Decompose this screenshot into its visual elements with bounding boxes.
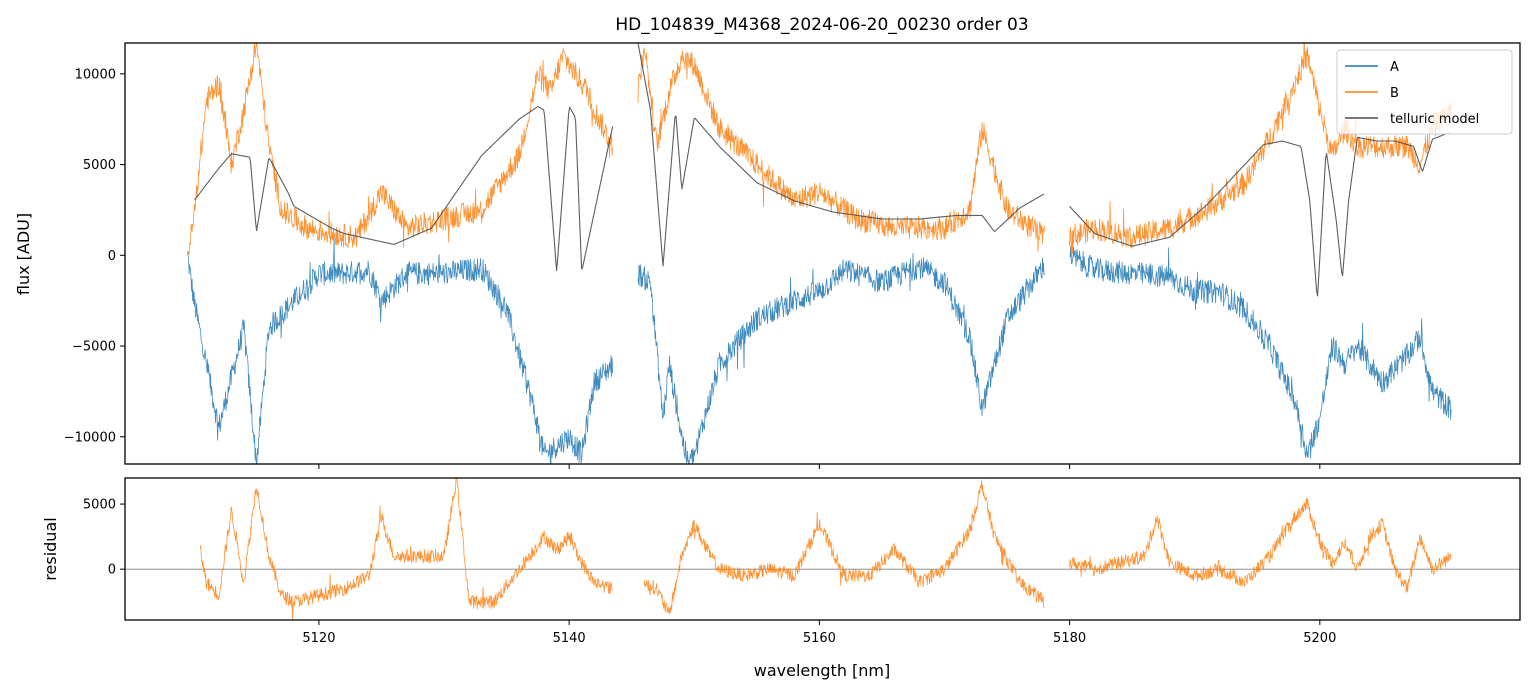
bottom-series-b-line xyxy=(199,478,1452,620)
top-plot-lines xyxy=(187,43,1452,464)
legend-label-a: A xyxy=(1390,60,1399,75)
legend-label-b: B xyxy=(1390,86,1399,101)
top-series-b-line xyxy=(187,43,1452,262)
bottom-x-tick-label: 5160 xyxy=(803,631,836,646)
legend: A B telluric model xyxy=(1336,49,1513,135)
top-y-axis-label: flux [ADU] xyxy=(14,213,33,295)
top-y-ticks: −10000 −5000 0 5000 10000 xyxy=(64,67,125,445)
top-series-a-line xyxy=(187,235,1452,464)
bottom-plot-lines xyxy=(125,478,1520,620)
chart-title: HD_104839_M4368_2024-06-20_00230 order 0… xyxy=(615,15,1028,35)
bottom-y-axis-label: residual xyxy=(41,517,60,580)
top-y-tick-label: 0 xyxy=(108,249,116,264)
bottom-x-tick-label: 5200 xyxy=(1303,631,1336,646)
top-y-tick-label: 5000 xyxy=(83,158,116,173)
top-axes-frame xyxy=(124,42,1521,465)
bottom-y-tick-label: 0 xyxy=(108,563,116,578)
top-x-ticks xyxy=(318,464,1321,469)
top-y-tick-label: −10000 xyxy=(64,430,116,445)
bottom-y-ticks: 0 5000 xyxy=(83,498,125,578)
bottom-y-tick-label: 5000 xyxy=(83,498,116,513)
bottom-axes-frame xyxy=(124,477,1521,621)
top-series-telluric-model-line xyxy=(194,43,1451,297)
top-y-tick-label: −5000 xyxy=(72,340,116,355)
legend-label-telluric: telluric model xyxy=(1390,112,1479,127)
bottom-x-ticks: 5120 5140 5160 5180 5200 xyxy=(302,620,1336,646)
top-y-tick-label: 10000 xyxy=(75,67,116,82)
legend-box xyxy=(1336,49,1513,135)
bottom-panel: 0 5000 5120 5140 5160 5180 5200 residual wave… xyxy=(41,477,1521,680)
bottom-x-tick-label: 5120 xyxy=(302,631,335,646)
bottom-x-tick-label: 5140 xyxy=(553,631,586,646)
x-axis-label: wavelength [nm] xyxy=(754,661,891,680)
bottom-x-tick-label: 5180 xyxy=(1053,631,1086,646)
top-panel: −10000 −5000 0 5000 10000 flux [ADU] A B tel… xyxy=(14,42,1521,469)
